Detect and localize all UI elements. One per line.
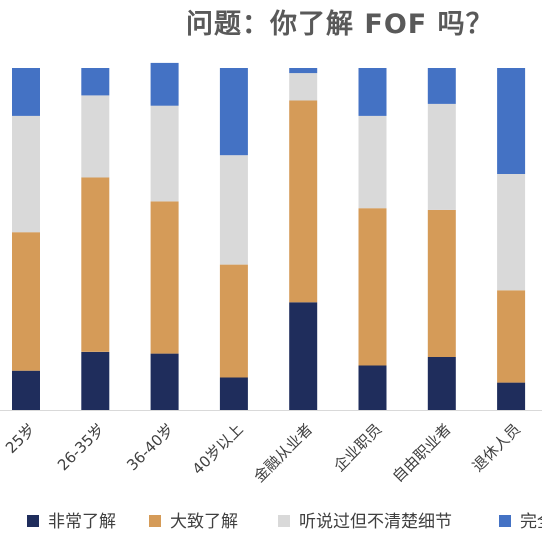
x-tick-label: 25岁 [2, 420, 39, 457]
x-tick-label: 企业职员 [330, 420, 385, 475]
legend-swatch-3 [278, 515, 290, 527]
bar-segment-6-series-4 [358, 68, 387, 116]
bar-segment-4-series-2 [219, 264, 248, 378]
bar-segment-8-series-2 [497, 290, 526, 383]
bar-segment-1-series-4 [12, 68, 40, 116]
bar-segment-5-series-3 [289, 73, 318, 101]
legend-swatch-4 [499, 515, 511, 527]
legend-label-2: 大致了解 [170, 512, 238, 532]
bar-segment-5-series-1 [289, 302, 318, 410]
x-tick-label: 26-35岁 [54, 420, 108, 474]
x-tick-labels: 25岁 26-35岁 36-40岁 40岁以上 金融从业者 企业职员 自由职业者 退休人员 [2, 420, 524, 486]
bar-segment-4-series-4 [219, 68, 248, 156]
legend-label-4: 完全不了解 [520, 512, 542, 532]
bar-segment-1-series-1 [12, 370, 40, 410]
x-tick-label: 40岁以上 [189, 420, 247, 478]
x-tick-label: 自由职业者 [389, 420, 455, 486]
bar-segment-3-series-2 [150, 201, 179, 354]
chart-title: 问题：你了解 FOF 吗？ [186, 9, 494, 40]
bar-segment-4-series-1 [219, 377, 248, 410]
legend-swatch-1 [27, 515, 39, 527]
x-tick-label: 36-40岁 [123, 420, 177, 474]
bar-segment-2-series-1 [81, 351, 110, 410]
bar-segment-2-series-4 [81, 68, 110, 96]
bar-segment-2-series-3 [81, 95, 110, 178]
bar-segment-7-series-1 [427, 357, 456, 410]
bar-segment-7-series-2 [427, 209, 456, 357]
bars-layer [12, 62, 526, 410]
bar-segment-8-series-3 [497, 174, 526, 291]
bar-segment-8-series-1 [497, 382, 526, 410]
bar-segment-3-series-3 [150, 105, 179, 202]
bar-segment-6-series-1 [358, 365, 387, 410]
x-tick-label: 退休人员 [469, 420, 524, 475]
bar-segment-7-series-3 [427, 103, 456, 210]
bar-segment-1-series-3 [12, 115, 40, 233]
bar-segment-3-series-4 [150, 62, 179, 106]
bar-segment-5-series-4 [289, 68, 318, 74]
bar-segment-6-series-3 [358, 115, 387, 209]
bar-segment-5-series-2 [289, 100, 318, 303]
bar-segment-1-series-2 [12, 232, 40, 371]
bar-segment-7-series-4 [427, 68, 456, 104]
legend-swatch-2 [149, 515, 161, 527]
bar-segment-2-series-2 [81, 177, 110, 352]
x-tick-label: 金融从业者 [250, 420, 316, 486]
bar-segment-4-series-3 [219, 155, 248, 265]
bar-segment-8-series-4 [497, 68, 526, 174]
legend-label-1: 非常了解 [48, 512, 116, 532]
bar-segment-6-series-2 [358, 208, 387, 366]
legend-label-3: 听说过但不清楚细节 [299, 512, 452, 532]
legend: 非常了解 大致了解 听说过但不清楚细节 完全不了解 [27, 512, 542, 532]
bar-segment-3-series-1 [150, 353, 179, 410]
